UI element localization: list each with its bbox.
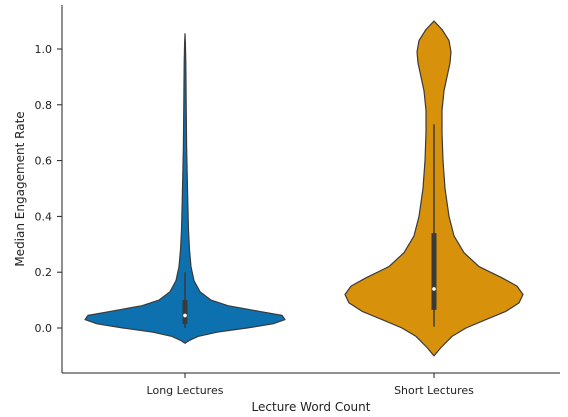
y-tick-label: 0.8 [35, 99, 53, 112]
violin-iqr-box [431, 233, 437, 310]
violin-body [84, 33, 286, 344]
violins-layer [84, 20, 524, 357]
y-tick-label: 1.0 [35, 43, 53, 56]
y-tick-label: 0.0 [35, 322, 53, 335]
x-axis-title: Lecture Word Count [252, 400, 371, 414]
x-tick-label: Long Lectures [147, 384, 224, 397]
y-tick-label: 0.4 [35, 210, 53, 223]
violin-median-dot [183, 313, 187, 318]
violin-median-dot [432, 287, 436, 291]
y-tick-label: 0.6 [35, 155, 53, 168]
y-tick-label: 0.2 [35, 266, 53, 279]
violin-iqr-box [182, 300, 188, 324]
x-tick-label: Short Lectures [394, 384, 474, 397]
y-axis-title: Median Engagement Rate [13, 111, 27, 266]
x-ticks: Long Lectures Short Lectures [147, 373, 474, 397]
y-ticks: 0.0 0.2 0.4 0.6 0.8 1.0 [35, 43, 62, 335]
